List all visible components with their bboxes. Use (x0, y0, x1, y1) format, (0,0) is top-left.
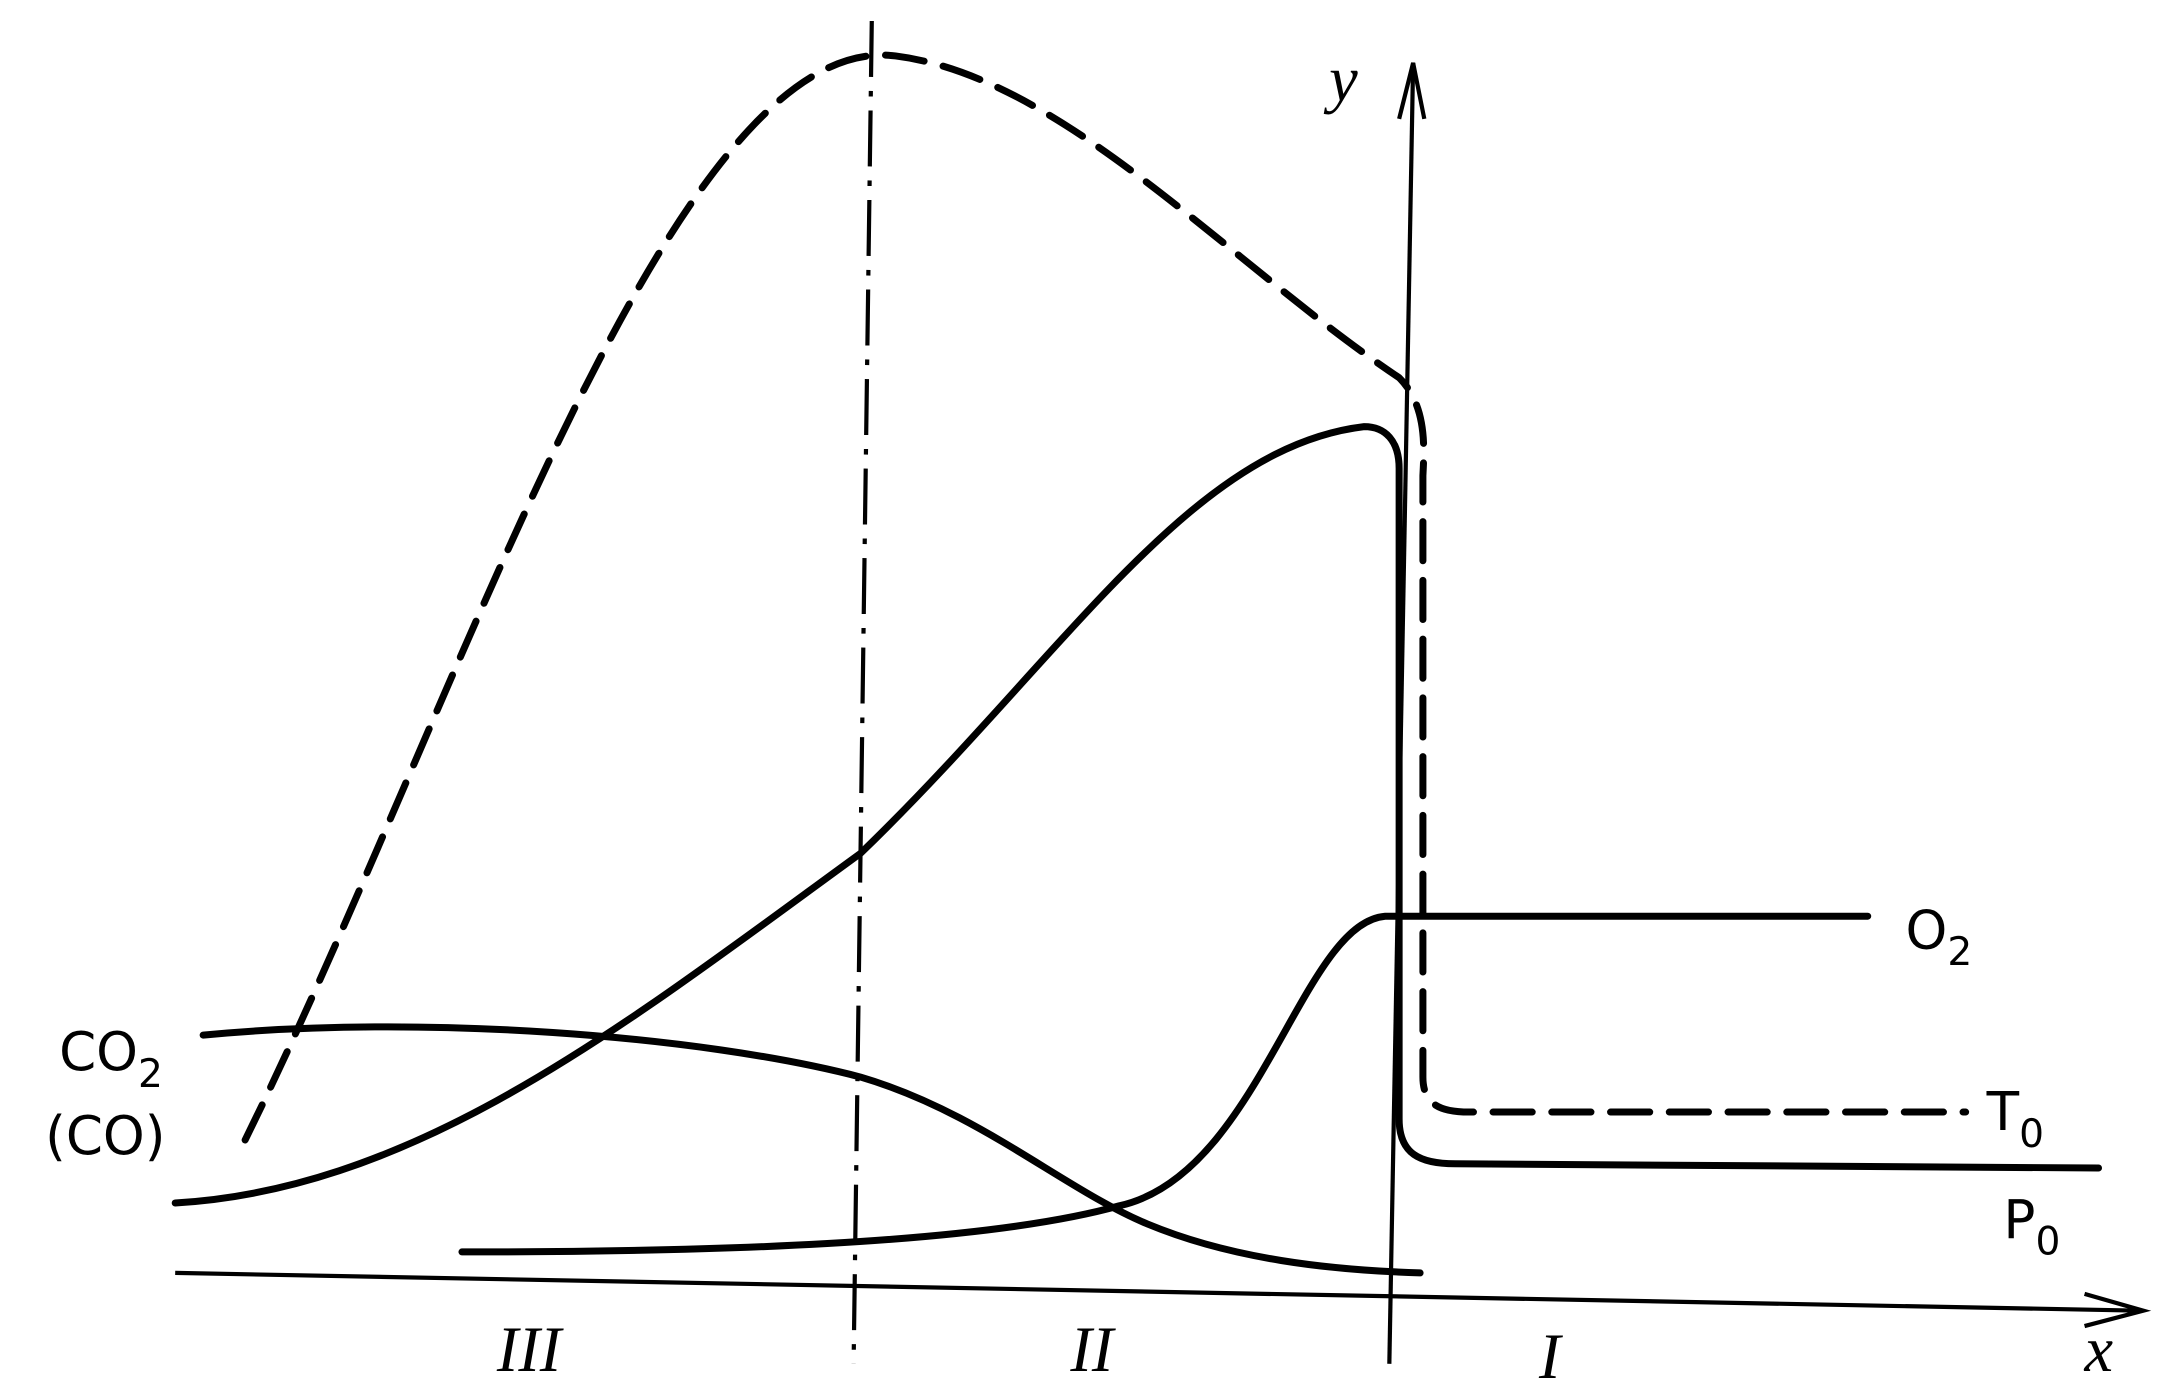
label-sub: 0 (2019, 1112, 2044, 1157)
curve-co2 (199, 1023, 1424, 1277)
label-co: (CO) (45, 1105, 165, 1167)
curve-o2 (458, 912, 1872, 1256)
label-o2: O2 (1905, 899, 1972, 975)
curve-p (171, 423, 2103, 1207)
label-sub: 2 (138, 1052, 163, 1097)
label-sub: 2 (1947, 930, 1972, 975)
x-axis (175, 1270, 2141, 1313)
zone-label: II (1069, 1314, 1115, 1385)
label-text: T (1986, 1081, 2020, 1143)
y-label: y (1323, 44, 1358, 115)
x-label: x (2084, 1314, 2114, 1385)
label-t0: T0 (1986, 1081, 2044, 1157)
x-arrow (2083, 1291, 2152, 1329)
label-text: P (2003, 1189, 2035, 1251)
dashed-curve (241, 51, 1970, 1144)
label-text: O (1905, 899, 1947, 961)
zone-label: III (496, 1314, 564, 1385)
zone-divider (851, 20, 874, 1364)
zone-label: I (1538, 1321, 1563, 1392)
label-sub: 0 (2035, 1220, 2060, 1265)
label-co2: CO2 (59, 1021, 163, 1097)
label-text: CO (59, 1021, 138, 1083)
y-arrow (1397, 62, 1427, 120)
label-p0: P0 (2003, 1189, 2060, 1265)
